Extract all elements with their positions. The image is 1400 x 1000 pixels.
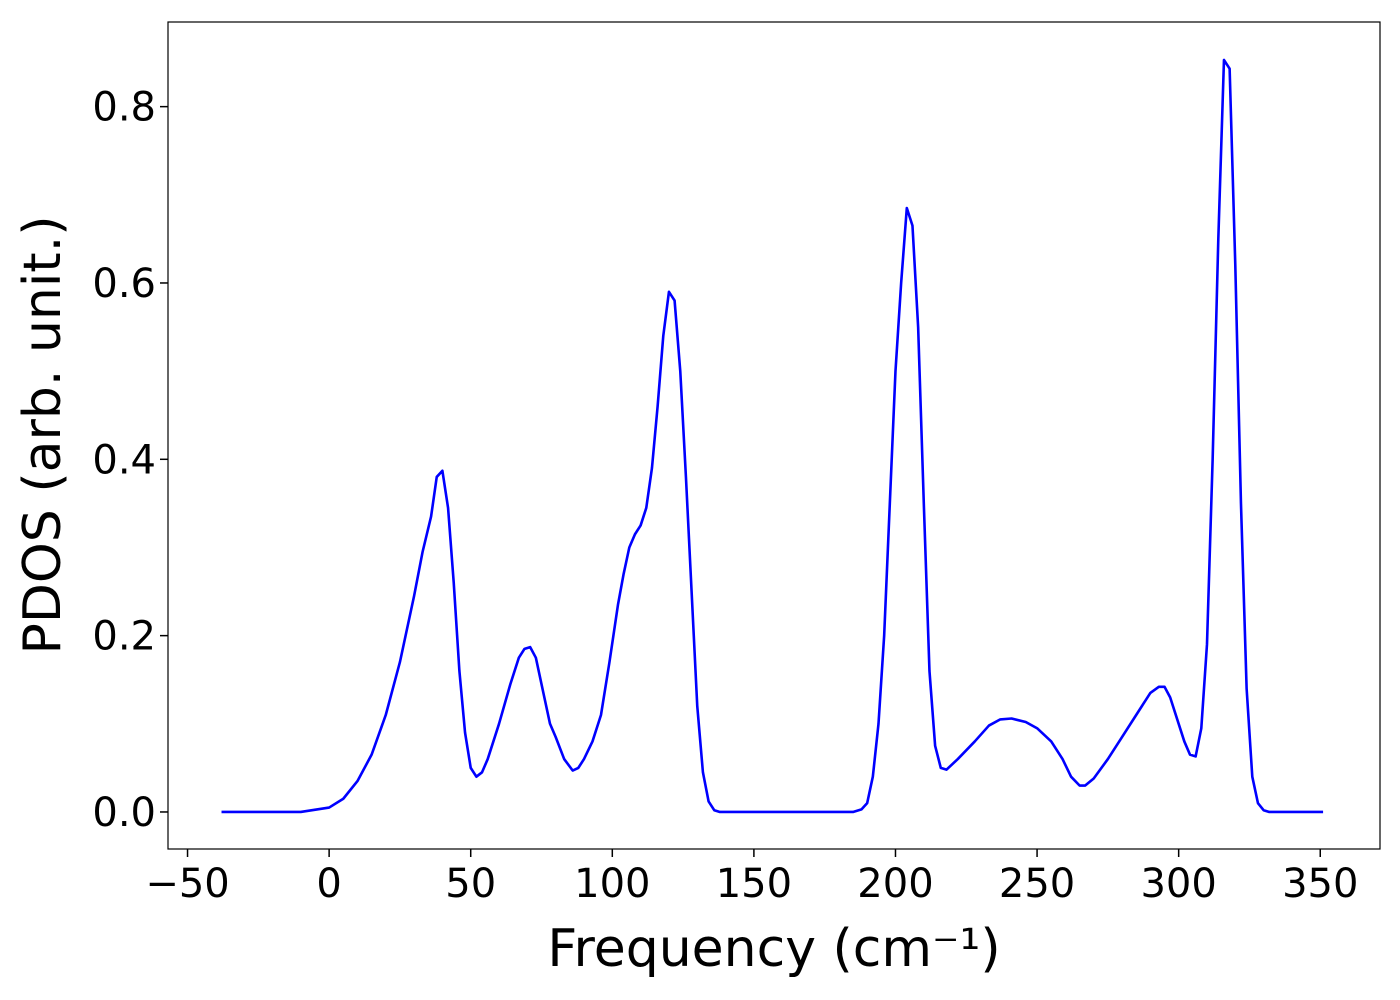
x-tick-label: 250 <box>999 861 1075 907</box>
x-tick-label: 50 <box>445 861 496 907</box>
y-tick-label: 0.2 <box>92 614 156 660</box>
y-tick-label: 0.6 <box>92 261 156 307</box>
x-tick-label: 300 <box>1140 861 1216 907</box>
x-tick-label: 350 <box>1282 861 1358 907</box>
pdos-line <box>221 58 1324 814</box>
x-tick-label: 0 <box>316 861 341 907</box>
x-tick-label: 200 <box>857 861 933 907</box>
x-axis-label: Frequency (cm⁻¹) <box>547 919 1000 979</box>
x-tick-label: 150 <box>716 861 792 907</box>
y-tick-label: 0.0 <box>92 790 156 836</box>
x-tick-label: −50 <box>145 861 229 907</box>
plot-frame <box>167 21 1381 850</box>
x-tick-label: 100 <box>574 861 650 907</box>
y-axis-label: PDOS (arb. unit.) <box>13 215 73 654</box>
y-tick-label: 0.4 <box>92 437 156 483</box>
y-tick-label: 0.8 <box>92 85 156 131</box>
